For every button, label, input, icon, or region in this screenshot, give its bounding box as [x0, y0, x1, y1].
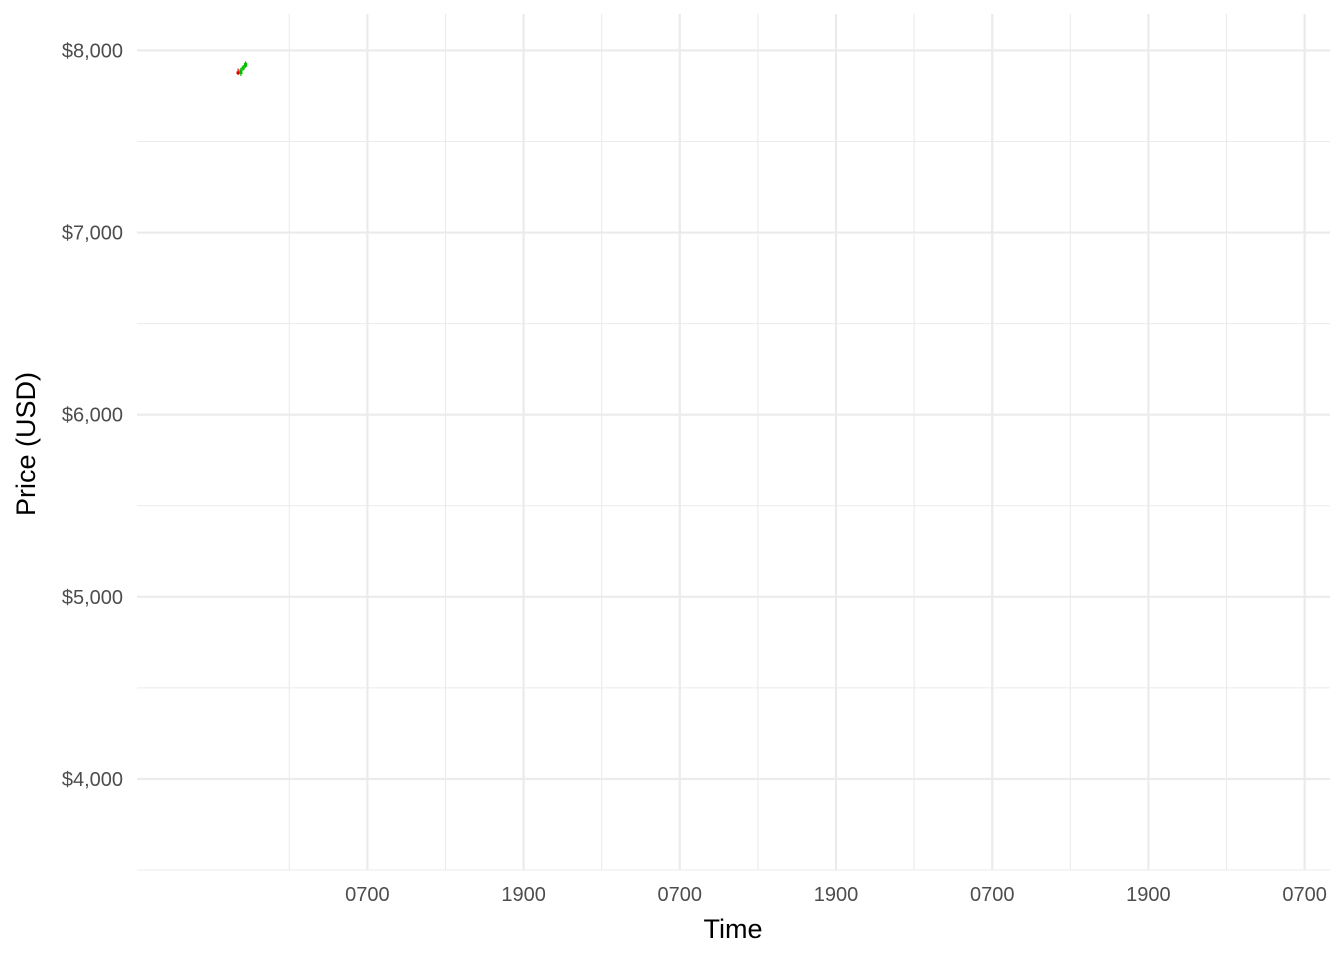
candle-body [239, 69, 243, 75]
grid-minor [137, 14, 1330, 871]
x-axis-title: Time [704, 914, 763, 944]
y-tick-label: $4,000 [62, 769, 123, 791]
x-tick-label: 1900 [814, 884, 859, 906]
candle-3 [243, 61, 248, 68]
candle-2 [241, 64, 245, 71]
x-tick-label: 1900 [1126, 884, 1171, 906]
candle-body [241, 66, 245, 70]
x-tick-label: 0700 [970, 884, 1015, 906]
grid-major [137, 14, 1330, 870]
candle-0 [236, 68, 240, 76]
x-tick-label: 0700 [658, 884, 703, 906]
candle-body [236, 71, 240, 75]
x-tick-label: 0700 [345, 884, 390, 906]
y-tick-label: $5,000 [62, 587, 123, 609]
x-tick-label: 1900 [501, 884, 546, 906]
x-tick-label: 0700 [1282, 884, 1327, 906]
candles [236, 61, 248, 76]
y-tick-label: $7,000 [62, 223, 123, 245]
y-tick-label: $8,000 [62, 40, 123, 62]
candle-body [243, 62, 248, 67]
y-axis-title: Price (USD) [11, 372, 41, 516]
candle-1 [239, 67, 243, 76]
x-axis-ticks: 0700 1900 0700 1900 0700 1900 0700 [345, 884, 1327, 906]
y-axis-ticks: $4,000 $5,000 $6,000 $7,000 $8,000 [62, 40, 123, 791]
y-tick-label: $6,000 [62, 405, 123, 427]
